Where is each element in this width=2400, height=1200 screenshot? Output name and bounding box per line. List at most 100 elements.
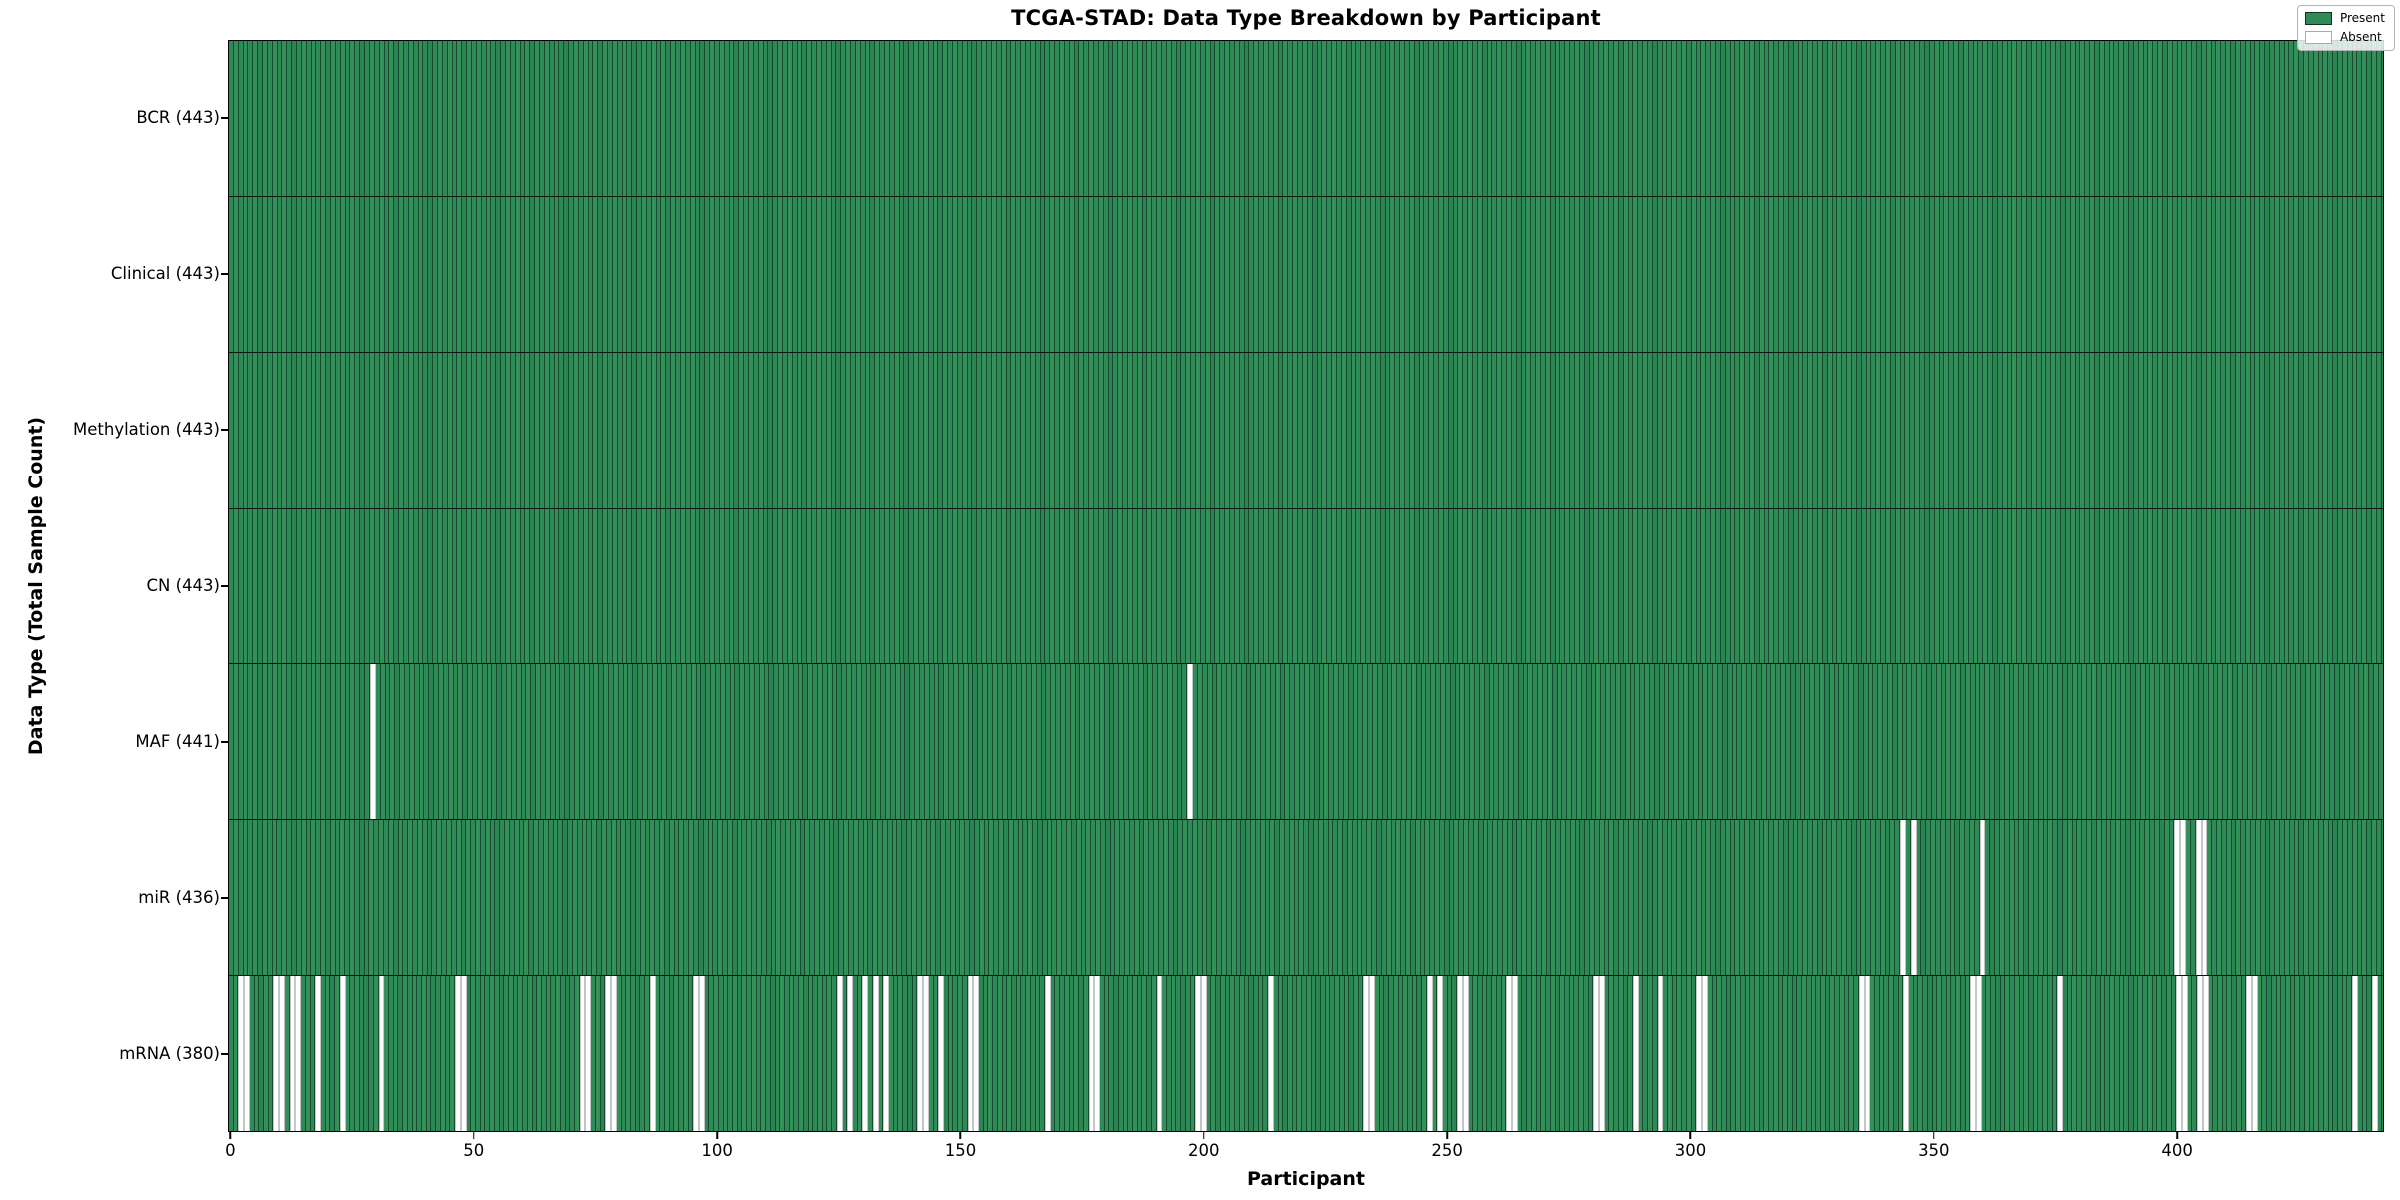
cell bbox=[1662, 41, 1668, 196]
cell bbox=[1220, 41, 1226, 196]
cell bbox=[2216, 508, 2222, 664]
cell bbox=[1251, 820, 1256, 976]
cell bbox=[944, 664, 950, 820]
cell bbox=[763, 508, 769, 664]
cell bbox=[2038, 976, 2044, 1132]
cell bbox=[1921, 820, 1927, 976]
cell bbox=[799, 976, 804, 1132]
cell bbox=[862, 976, 869, 1132]
cell bbox=[563, 820, 569, 976]
cell bbox=[1453, 41, 1459, 196]
cell bbox=[2303, 352, 2309, 508]
cell bbox=[782, 196, 788, 352]
cell bbox=[2213, 976, 2218, 1132]
cell bbox=[1824, 664, 1830, 820]
cell bbox=[1589, 508, 1595, 664]
cell bbox=[1021, 352, 1026, 508]
cell bbox=[1200, 41, 1206, 196]
cell bbox=[2119, 508, 2125, 664]
cell bbox=[1261, 664, 1267, 820]
cell bbox=[340, 41, 346, 196]
cell bbox=[2362, 820, 2368, 976]
cell bbox=[1254, 508, 1260, 664]
cell bbox=[763, 352, 769, 508]
cell bbox=[824, 820, 830, 976]
cell bbox=[1783, 976, 1788, 1132]
cell bbox=[1025, 41, 1031, 196]
cell bbox=[616, 820, 622, 976]
cell bbox=[1832, 820, 1838, 976]
cell bbox=[295, 976, 302, 1132]
cell bbox=[2240, 352, 2246, 508]
cell bbox=[504, 976, 509, 1132]
cell bbox=[541, 664, 546, 820]
cell bbox=[1584, 352, 1590, 508]
cell bbox=[2138, 352, 2144, 508]
cell bbox=[1235, 976, 1240, 1132]
cell bbox=[389, 976, 394, 1132]
cell bbox=[880, 508, 886, 664]
cell bbox=[292, 508, 298, 664]
cell bbox=[1163, 820, 1169, 976]
cell bbox=[2202, 976, 2209, 1132]
cell bbox=[1142, 976, 1148, 1132]
x-tick-label-200: 200 bbox=[1188, 1141, 1220, 1160]
cell bbox=[1693, 664, 1699, 820]
cell bbox=[520, 508, 526, 664]
cell bbox=[1196, 508, 1201, 664]
cell bbox=[1332, 352, 1337, 508]
cell bbox=[2085, 196, 2091, 352]
cell bbox=[1997, 508, 2003, 664]
cell bbox=[1414, 352, 1420, 508]
cell bbox=[1089, 41, 1094, 196]
cell bbox=[1047, 820, 1053, 976]
cell bbox=[876, 664, 882, 820]
cell bbox=[1066, 820, 1072, 976]
cell bbox=[770, 976, 776, 1132]
cell bbox=[1397, 664, 1403, 820]
cell bbox=[2255, 352, 2261, 508]
cell bbox=[1406, 820, 1411, 976]
cell bbox=[1968, 196, 1974, 352]
cell bbox=[1115, 820, 1121, 976]
cell bbox=[1336, 196, 1342, 352]
cell bbox=[2362, 352, 2368, 508]
cell bbox=[1545, 41, 1551, 196]
cell bbox=[627, 352, 633, 508]
cell bbox=[1492, 196, 1498, 352]
cell bbox=[1614, 820, 1620, 976]
cell bbox=[1033, 820, 1038, 976]
cell bbox=[1942, 976, 1947, 1132]
cell bbox=[778, 352, 783, 508]
cell bbox=[1521, 508, 1527, 664]
cell bbox=[374, 41, 380, 196]
cell bbox=[701, 664, 707, 820]
cell bbox=[2019, 664, 2025, 820]
cell bbox=[1623, 508, 1629, 664]
cell bbox=[1297, 976, 1303, 1132]
cell bbox=[1332, 41, 1337, 196]
cell bbox=[1351, 352, 1357, 508]
cell bbox=[297, 41, 302, 196]
cell bbox=[1152, 41, 1158, 196]
cell bbox=[549, 196, 555, 352]
cell bbox=[565, 664, 571, 820]
cell bbox=[1771, 664, 1777, 820]
cell bbox=[782, 352, 788, 508]
cell bbox=[880, 352, 886, 508]
cell bbox=[819, 820, 825, 976]
cell bbox=[2053, 820, 2059, 976]
cell bbox=[1025, 508, 1031, 664]
cell bbox=[2145, 820, 2151, 976]
cell bbox=[248, 196, 254, 352]
cell bbox=[751, 976, 757, 1132]
cell bbox=[414, 664, 420, 820]
cell bbox=[355, 196, 361, 352]
cell bbox=[1555, 196, 1561, 352]
cell bbox=[1706, 820, 1712, 976]
cell bbox=[1162, 508, 1167, 664]
heatmap-row-mrna bbox=[229, 976, 2383, 1132]
cell bbox=[1609, 976, 1615, 1132]
cell bbox=[2197, 196, 2202, 352]
cell bbox=[2187, 352, 2193, 508]
